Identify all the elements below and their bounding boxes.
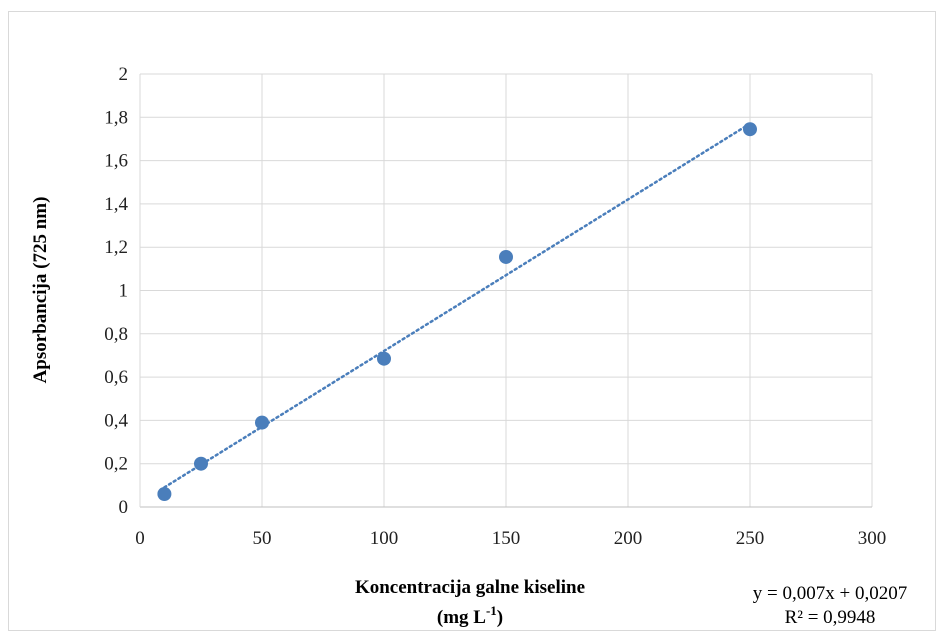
data-point <box>743 122 757 137</box>
trendline-equation: y = 0,007x + 0,0207 <box>753 583 907 604</box>
x-tick-label: 150 <box>492 528 521 549</box>
y-tick-label: 1,2 <box>104 237 128 258</box>
y-tick-label: 0 <box>119 497 129 518</box>
data-point <box>194 456 208 471</box>
trendline-r-squared: R² = 0,9948 <box>785 607 876 628</box>
x-tick-label: 0 <box>135 528 145 549</box>
data-point <box>157 487 172 502</box>
y-tick-label: 1,8 <box>104 107 128 128</box>
y-tick-label: 1 <box>119 281 129 302</box>
x-tick-labels: 0 50 100 150 200 250 300 <box>135 528 886 549</box>
y-tick-label: 0,4 <box>104 410 128 431</box>
x-tick-label: 300 <box>858 528 887 549</box>
x-tick-label: 50 <box>253 528 272 549</box>
x-axis-unit-prefix: (mg L <box>437 607 486 628</box>
y-tick-label: 2 <box>119 64 129 85</box>
x-tick-label: 200 <box>614 528 643 549</box>
data-points <box>157 122 757 502</box>
y-tick-label: 0,2 <box>104 454 128 475</box>
y-tick-label: 0,8 <box>104 324 128 345</box>
x-axis-title-line2: (mg L-1) <box>437 603 503 628</box>
x-tick-label: 250 <box>736 528 765 549</box>
data-point <box>377 351 391 366</box>
data-point <box>255 415 269 430</box>
axes <box>139 74 872 508</box>
y-tick-label: 1,4 <box>104 194 128 215</box>
data-point <box>499 249 513 264</box>
y-tick-labels: 0 0,2 0,4 0,6 0,8 1 1,2 1,4 1,6 1,8 2 <box>104 64 128 518</box>
trendline <box>163 122 752 489</box>
y-tick-label: 1,6 <box>104 151 128 172</box>
grid-lines <box>140 73 873 507</box>
x-axis-unit-suffix: ) <box>497 607 503 628</box>
y-axis-title: Apsorbancija (725 nm) <box>30 197 51 384</box>
x-tick-label: 100 <box>370 528 399 549</box>
y-tick-label: 0,6 <box>104 367 128 388</box>
x-axis-unit-superscript: -1 <box>486 603 497 618</box>
x-axis-title-line1: Koncentracija galne kiseline <box>355 577 585 598</box>
chart-frame <box>8 11 936 631</box>
